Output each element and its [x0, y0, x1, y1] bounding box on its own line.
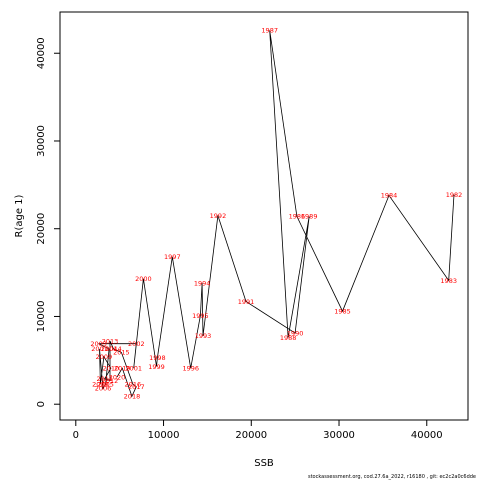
x-axis-title: SSB	[254, 458, 274, 469]
plot-frame	[59, 11, 469, 421]
point-label-1996: 1996	[182, 365, 199, 373]
point-label-1982: 1982	[446, 191, 463, 199]
footer-text: stockassessment.org, cod.27.6a_2022, r16…	[308, 474, 476, 480]
point-label-2001: 2001	[125, 365, 142, 373]
point-label-1985: 1985	[334, 308, 351, 316]
point-label-1988: 1988	[280, 334, 297, 342]
point-label-2004: 2004	[101, 345, 118, 353]
point-label-2007: 2007	[91, 345, 108, 353]
point-label-1984: 1984	[381, 192, 398, 200]
y-tick-label: 30000	[36, 125, 47, 157]
point-label-1995: 1995	[192, 312, 209, 320]
x-tick-label: 40000	[411, 430, 443, 441]
y-axis-title: R(age 1)	[14, 194, 25, 237]
point-label-2020: 2020	[109, 373, 126, 381]
point-label-2008: 2008	[92, 380, 109, 388]
point-label-2006: 2006	[95, 385, 112, 393]
y-axis: 0 10000 20000 30000 40000	[36, 37, 61, 407]
point-label-2016: 2016	[125, 380, 142, 388]
point-label-2012: 2012	[102, 377, 119, 385]
point-label-1998: 1998	[149, 354, 166, 362]
point-label-1983: 1983	[440, 277, 457, 285]
point-label-2013: 2013	[102, 337, 119, 345]
point-label-1997: 1997	[164, 253, 181, 261]
y-tick-label: 40000	[36, 37, 47, 69]
point-label-2009: 2009	[96, 353, 113, 361]
point-label-1991: 1991	[238, 298, 255, 306]
point-label-1994: 1994	[194, 279, 211, 287]
x-tick-label: 20000	[235, 430, 267, 441]
point-labels-group: 1982 1983 1984 1985 1986 1987 1988 1989 1990 1991…	[90, 27, 462, 401]
point-label-2003: 2003	[90, 340, 107, 348]
point-label-1993: 1993	[195, 332, 212, 340]
point-label-1987: 1987	[261, 27, 278, 35]
x-axis: 0 10000 20000 30000 40000	[73, 419, 443, 441]
point-label-2005: 2005	[97, 380, 114, 388]
y-tick-label: 0	[36, 401, 47, 407]
x-tick-label: 10000	[148, 430, 180, 441]
series-line	[98, 30, 455, 398]
y-tick-label: 20000	[36, 213, 47, 245]
point-label-1990: 1990	[287, 329, 304, 337]
point-label-2017: 2017	[128, 383, 145, 391]
point-label-1999: 1999	[148, 363, 165, 371]
point-label-2015: 2015	[113, 349, 130, 357]
point-label-2018: 2018	[124, 393, 141, 401]
point-label-1986: 1986	[289, 213, 306, 221]
point-label-2011: 2011	[96, 375, 113, 383]
point-label-2010: 2010	[103, 365, 120, 373]
point-label-2000: 2000	[135, 275, 152, 283]
x-tick-label: 30000	[323, 430, 355, 441]
y-tick-label: 10000	[36, 301, 47, 333]
series-line-group	[98, 30, 455, 398]
point-label-1989: 1989	[301, 213, 318, 221]
point-label-2002: 2002	[128, 340, 145, 348]
point-label-2019: 2019	[114, 365, 131, 373]
point-label-1992: 1992	[210, 212, 227, 220]
point-label-2014: 2014	[105, 345, 122, 353]
x-tick-label: 0	[73, 430, 79, 441]
